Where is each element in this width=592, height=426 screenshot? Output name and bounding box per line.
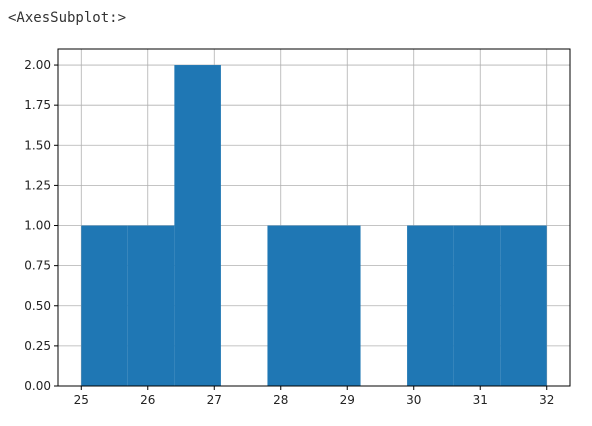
output-repr-text: <AxesSubplot:> [8, 10, 127, 26]
x-tick-label-7: 32 [539, 393, 554, 407]
x-tick-label-1: 26 [140, 393, 155, 407]
histogram-bar-4 [267, 225, 314, 386]
y-tick-label-6: 1.50 [24, 138, 51, 152]
x-tick-label-3: 28 [273, 393, 288, 407]
y-tick-label-8: 2.00 [24, 58, 51, 72]
y-tick-label-1: 0.25 [24, 339, 51, 353]
axes-frame [57, 48, 571, 387]
x-tick-label-6: 31 [473, 393, 488, 407]
histogram-bar-2 [174, 65, 221, 387]
tick-layer: 25 26 27 28 29 30 31 32 0.00 0.25 0.50 0.75 1.00 1.25… [24, 58, 554, 407]
y-tick-label-2: 0.50 [24, 299, 51, 313]
histogram-bar-5 [314, 225, 361, 386]
histogram-bar-0 [81, 225, 128, 386]
y-tick-label-0: 0.00 [24, 379, 51, 393]
bar-layer [81, 65, 547, 387]
y-tick-label-7: 1.75 [24, 98, 51, 112]
x-tick-label-2: 27 [207, 393, 222, 407]
histogram-bar-9 [500, 225, 547, 386]
x-tick-label-4: 29 [340, 393, 355, 407]
histogram-bar-7 [407, 225, 454, 386]
histogram-bar-1 [127, 225, 175, 386]
x-tick-label-0: 25 [74, 393, 89, 407]
x-tick-label-5: 30 [406, 393, 421, 407]
y-tick-label-3: 0.75 [24, 259, 51, 273]
histogram-bar-8 [453, 225, 501, 386]
y-tick-label-5: 1.25 [24, 178, 51, 192]
y-tick-label-4: 1.00 [24, 219, 51, 233]
